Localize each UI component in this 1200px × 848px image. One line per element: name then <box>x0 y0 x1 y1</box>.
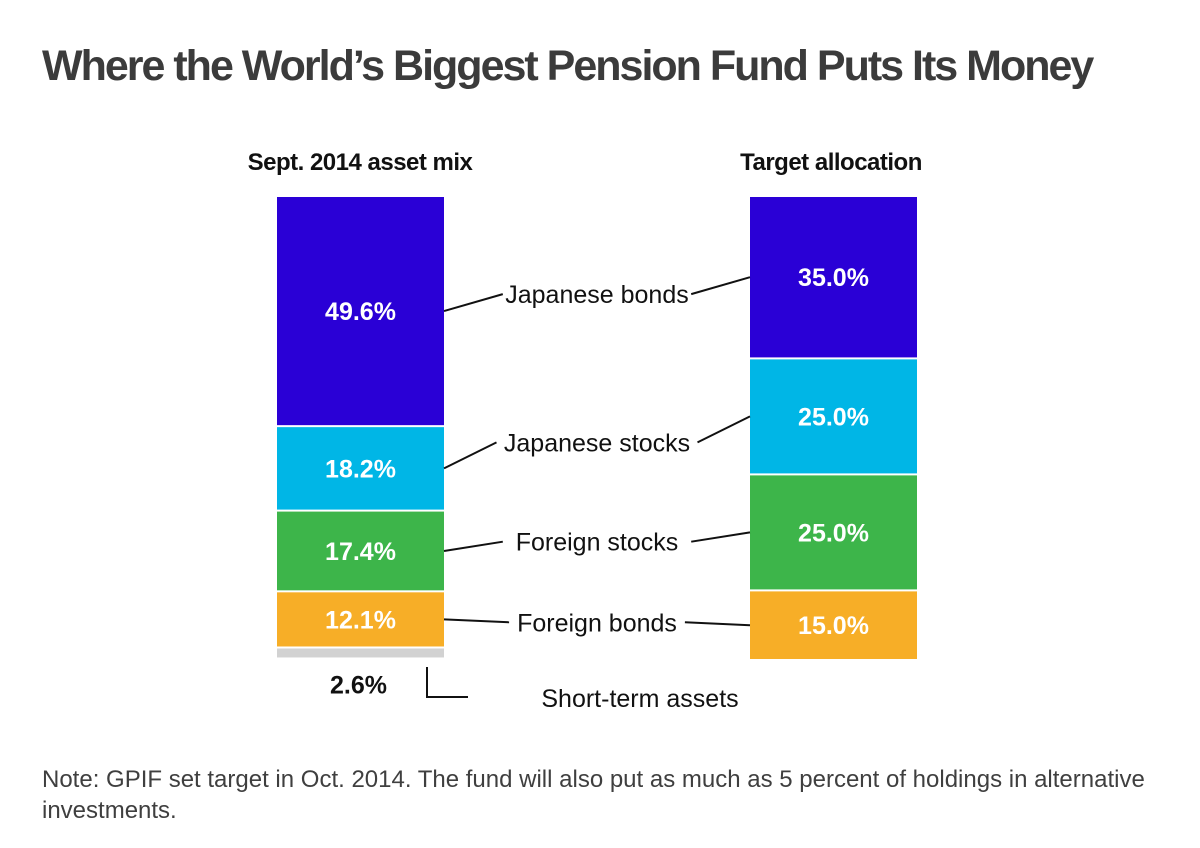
bar-segment-foreign-bonds-0 <box>277 592 444 647</box>
bar-segment-short-term-assets-0 <box>277 648 444 658</box>
data-label-japanese-stocks-1: 25.0% <box>798 403 869 431</box>
category-label-foreign-bonds: Foreign bonds <box>517 609 677 637</box>
bar-segment-japanese-bonds-0 <box>277 197 444 426</box>
bar-segment-japanese-stocks-0 <box>277 427 444 510</box>
connector-right-foreign-stocks <box>691 531 751 543</box>
data-label-foreign-stocks-1: 25.0% <box>798 519 869 547</box>
connector-right-japanese-bonds <box>690 276 751 296</box>
category-label-short-term-assets: Short-term assets <box>541 685 738 713</box>
connector-left-japanese-stocks <box>443 441 497 470</box>
data-label-japanese-stocks-0: 18.2% <box>325 455 396 483</box>
data-label-japanese-bonds-0: 49.6% <box>325 298 396 326</box>
category-label-japanese-stocks: Japanese stocks <box>504 429 690 457</box>
chart-title: Where the World’s Biggest Pension Fund P… <box>42 42 1094 90</box>
bar-segment-japanese-stocks-1 <box>750 359 917 474</box>
data-label-foreign-bonds-0: 12.1% <box>325 606 396 634</box>
column-header-target: Target allocation <box>740 149 922 176</box>
column-header-sept-2014: Sept. 2014 asset mix <box>248 149 474 176</box>
category-label-japanese-bonds: Japanese bonds <box>505 281 688 309</box>
connector-right-japanese-stocks <box>697 415 751 444</box>
connector-left-foreign-bonds <box>443 618 510 624</box>
data-label-foreign-bonds-1: 15.0% <box>798 612 869 640</box>
connector-short-term-assets <box>426 666 468 698</box>
connector-left-foreign-stocks <box>443 540 503 552</box>
bar-segment-foreign-stocks-1 <box>750 475 917 590</box>
data-label-short-term-assets-0: 2.6% <box>330 671 387 699</box>
bar-segment-foreign-bonds-1 <box>750 591 917 659</box>
connector-left-japanese-bonds <box>443 293 504 313</box>
bar-segment-japanese-bonds-1 <box>750 197 917 358</box>
connector-right-foreign-bonds <box>684 621 751 627</box>
chart-note: Note: GPIF set target in Oct. 2014. The … <box>42 766 1145 824</box>
data-label-japanese-bonds-1: 35.0% <box>798 264 869 292</box>
data-label-foreign-stocks-0: 17.4% <box>325 538 396 566</box>
bar-segment-foreign-stocks-0 <box>277 511 444 591</box>
category-label-foreign-stocks: Foreign stocks <box>516 529 679 557</box>
